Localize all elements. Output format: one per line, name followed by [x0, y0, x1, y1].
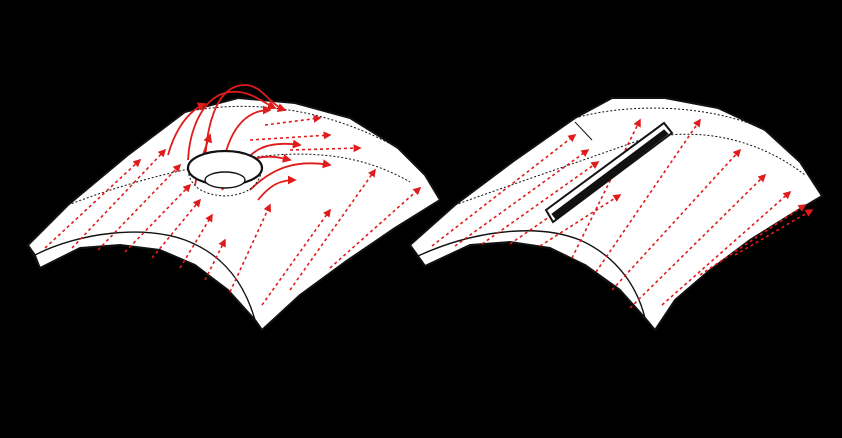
left-flow-line-10 [289, 168, 376, 291]
right-flow-line-8 [611, 148, 742, 291]
left-flow-line-3 [97, 163, 182, 251]
right-plate-back-curve [574, 107, 766, 131]
left-plate-inner-curve [34, 231, 256, 321]
left-flow-line-2 [71, 148, 167, 249]
left-flow-line-11 [329, 186, 422, 269]
left-deflect-line-2 [187, 90, 277, 161]
right-plate-crease [574, 121, 593, 141]
circular-hole [186, 149, 264, 197]
right-plate-front-edge [409, 244, 656, 331]
left-flow-line-9 [261, 208, 331, 306]
left-flow-line-7 [204, 238, 226, 281]
circular-hole-wall-dotted [187, 169, 263, 197]
right-flow-line-5 [539, 194, 622, 247]
left-deflect-line-1 [167, 102, 207, 156]
left-panel [27, 84, 441, 331]
right-flow-line-12 [734, 209, 814, 256]
left-flow-line-8 [229, 203, 271, 293]
left-deflect-line-8 [257, 175, 297, 201]
slot-inner [551, 129, 669, 220]
right-plate-inner-curve [417, 230, 646, 319]
slot [544, 121, 674, 224]
left-flow-line-6 [179, 213, 213, 269]
right-panel [409, 97, 823, 331]
left-flow-lines [44, 114, 422, 306]
right-flow-line-1 [431, 134, 577, 247]
right-flow-line-9 [629, 173, 767, 309]
left-deflect-line-7 [249, 159, 332, 191]
right-flow-line-10 [661, 190, 792, 306]
right-flow-lines [431, 118, 814, 309]
left-flow-line-5 [151, 198, 202, 259]
left-plate-outline [27, 97, 441, 331]
left-flow-line-13 [249, 131, 332, 141]
right-plate-outline [409, 97, 823, 331]
left-plate-front-edge [27, 244, 263, 331]
right-flow-line-6 [571, 118, 641, 259]
right-flow-line-7 [595, 118, 701, 273]
circular-hole-inner [204, 171, 246, 189]
